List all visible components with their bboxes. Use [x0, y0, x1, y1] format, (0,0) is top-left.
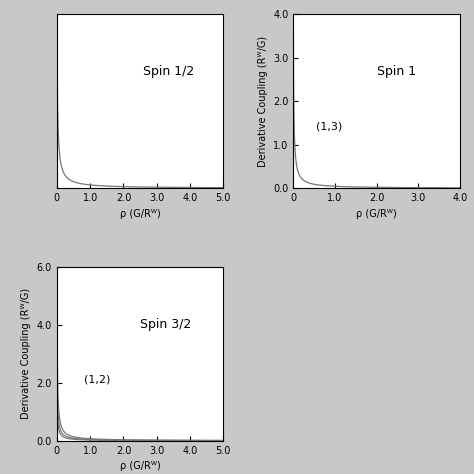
X-axis label: ρ (G/Rᵂ): ρ (G/Rᵂ) — [120, 461, 161, 471]
Text: (1,3): (1,3) — [316, 121, 342, 132]
Text: (1,2): (1,2) — [84, 375, 110, 385]
Text: Spin 1: Spin 1 — [376, 65, 416, 78]
Text: Spin 3/2: Spin 3/2 — [140, 318, 191, 331]
X-axis label: ρ (G/Rᵂ): ρ (G/Rᵂ) — [120, 209, 161, 219]
Text: Spin 1/2: Spin 1/2 — [144, 65, 195, 78]
Y-axis label: Derivative Coupling (Rᵂ/G): Derivative Coupling (Rᵂ/G) — [257, 36, 267, 167]
Y-axis label: Derivative Coupling (Rᵂ/G): Derivative Coupling (Rᵂ/G) — [21, 288, 31, 419]
X-axis label: ρ (G/Rᵂ): ρ (G/Rᵂ) — [356, 209, 397, 219]
